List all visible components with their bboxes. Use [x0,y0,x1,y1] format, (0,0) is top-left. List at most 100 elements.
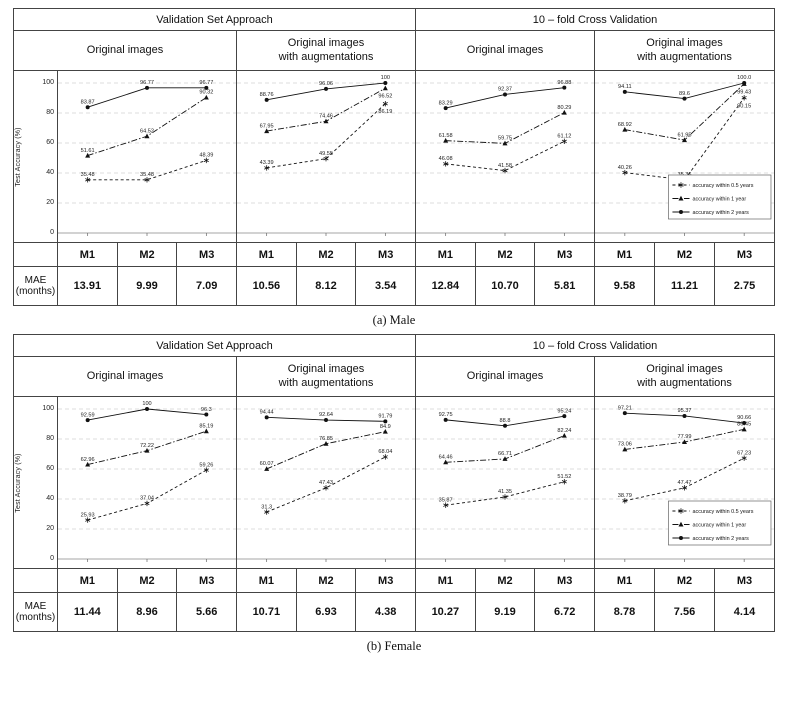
model-header-spacer [14,569,58,592]
svg-text:61.58: 61.58 [439,133,453,139]
line-chart: 83.87 51.61 35.48 96.77 64.52 35.48 96.77 90.32… [58,80,236,236]
m-column-header: M1 [416,243,476,266]
subheader-original: Original images [14,31,237,70]
svg-text:37.04: 37.04 [140,496,154,502]
series-0 [264,101,388,171]
svg-text:35.48: 35.48 [81,172,95,178]
m-column-header: M2 [118,569,178,592]
svg-text:90.15: 90.15 [737,103,751,109]
m-column-header: M2 [118,243,178,266]
series-0 [264,454,388,515]
mae-value-cell: 8.12 [297,267,357,305]
chart-male-vsa-augmented: 88.76 67.95 43.39 96.06 74.46 49.55 100 96.52 86… [237,71,416,242]
mae-value-cell: 2.75 [733,280,756,292]
group-header-row: Validation Set Approach 10 – fold Cross … [14,9,774,31]
chart-male-vsa-original: 83.87 51.61 35.48 96.77 64.52 35.48 96.77 90.32… [58,71,237,242]
m-column-header: M2 [476,243,536,266]
mae-value-cell: 9.99 [118,267,178,305]
chart-female-vsa-original: 92.59 62.96 25.93 100 72.22 37.04 96.3 85.19 59.… [58,397,237,568]
chart-male-cv-augmented: 94.1168.9240.2689.661.9535.36100.099.439… [595,71,774,242]
mae-value-cell: 11.21 [655,267,715,305]
svg-text:82.24: 82.24 [557,428,571,434]
mae-value-cell: 5.66 [195,606,218,618]
svg-text:67.23: 67.23 [737,450,751,456]
model-header-group: M1 M2 M3 [595,243,774,266]
model-header-row: M1 M2 M3 M1 M2 M3 M1 M2 M3 M1 M2 M3 [14,243,774,267]
y-tick-label: 80 [46,108,54,116]
mae-row: MAE (months) 11.44 8.96 5.66 10.71 6.93 … [14,593,774,631]
group-header-cross-validation: 10 – fold Cross Validation [532,339,658,352]
model-header-group: M1 M2 M3 [58,569,237,592]
mae-value-cell: 13.91 [58,267,118,305]
group-header-validation-set: Validation Set Approach [14,335,416,356]
m-column-header: M2 [297,243,357,266]
svg-text:47.47: 47.47 [677,480,691,486]
series-0 [85,157,209,183]
y-tick-label: 100 [42,78,54,86]
chart-female-vsa-augmented: 94.44 60.07 31.3 92.64 76.85 47.43 91.79 84.9 68… [237,397,416,568]
mae-group: 8.78 7.56 4.14 [595,593,774,631]
figure-page: Validation Set Approach 10 – fold Cross … [13,8,775,653]
line-chart: 88.76 67.95 43.39 96.06 74.46 49.55 100 96.52 86… [237,75,415,236]
svg-text:96.88: 96.88 [557,80,571,86]
mae-value-cell: 8.96 [118,593,178,631]
svg-text:96.06: 96.06 [319,81,333,87]
mae-value-cell: 6.93 [297,593,357,631]
svg-text:43.39: 43.39 [260,160,274,166]
mae-row-label: MAE (months) [14,593,58,631]
svg-text:38.79: 38.79 [618,493,632,499]
line-chart: 97.21 73.06 38.79 95.37 77.99 47.47 90.6686.45… [595,405,774,562]
svg-text:94.11: 94.11 [618,84,632,90]
line-chart: 94.1168.9240.2689.661.9535.36100.099.439… [595,75,774,236]
svg-text:90.66: 90.66 [737,415,751,421]
series-1 [264,85,388,134]
svg-text:accuracy within 0.5 years: accuracy within 0.5 years [693,509,754,515]
mae-value-cell: 3.54 [374,280,397,292]
mae-group: 11.44 8.96 5.66 [58,593,237,631]
series-2 [443,414,567,428]
legend: accuracy within 0.5 years accuracy within… [668,174,772,220]
chart-female-cv-augmented: 97.21 73.06 38.79 95.37 77.99 47.47 90.66 86.45… [595,397,774,568]
mae-value-cell: 10.70 [476,267,536,305]
series-0 [622,455,747,504]
svg-text:41.58: 41.58 [498,163,512,169]
svg-text:86.45: 86.45 [737,422,751,428]
svg-text:92.59: 92.59 [81,412,95,418]
panel-caption-male: (a) Male [372,313,416,327]
m-column-header: M1 [416,569,476,592]
svg-text:accuracy within 2 years: accuracy within 2 years [693,536,750,542]
m-column-header: M3 [557,248,573,261]
svg-text:96.3: 96.3 [201,407,212,413]
svg-text:35.48: 35.48 [140,172,154,178]
mae-group: 10.27 9.19 6.72 [416,593,595,631]
svg-text:accuracy within 1 year: accuracy within 1 year [693,523,747,529]
svg-text:92.37: 92.37 [498,87,512,93]
y-tick-label: 20 [46,198,54,206]
mae-value-cell: 4.38 [374,606,397,618]
svg-text:accuracy within 2 years: accuracy within 2 years [693,210,750,216]
y-axis-label: Test Accuracy (%) [15,126,22,187]
model-header-group: M1 M2 M3 [595,569,774,592]
mae-group: 9.58 11.21 2.75 [595,267,774,305]
svg-text:76.85: 76.85 [319,436,333,442]
svg-text:64.52: 64.52 [140,128,154,134]
m-column-header: M3 [736,248,753,261]
mae-value-cell: 10.56 [237,267,297,305]
series-0 [85,467,209,523]
svg-text:100.0: 100.0 [737,75,751,81]
results-table-female: Validation Set Approach 10 – fold Cross … [13,334,775,632]
y-tick-label: 80 [46,434,54,442]
svg-text:88.76: 88.76 [260,92,274,98]
mae-value-cell: 9.58 [595,267,655,305]
line-chart: 94.44 60.07 31.3 92.64 76.85 47.43 91.79 84.9 68… [237,408,415,562]
series-2 [85,407,209,423]
svg-text:97.21: 97.21 [618,405,632,411]
legend: accuracy within 0.5 years accuracy within… [668,500,772,546]
m-column-header: M1 [237,243,297,266]
svg-text:72.22: 72.22 [140,443,154,449]
mae-value-cell: 7.56 [655,593,715,631]
mae-group: 10.71 6.93 4.38 [237,593,416,631]
svg-text:accuracy within 0.5 years: accuracy within 0.5 years [693,183,754,189]
series-1 [443,109,567,146]
y-tick-label: 20 [46,524,54,532]
